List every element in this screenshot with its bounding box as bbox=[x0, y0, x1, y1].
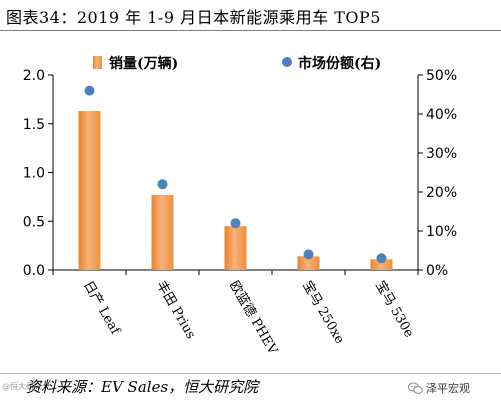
figure-title: 图表34：2019 年 1-9 月日本新能源乘用车 TOP5 bbox=[6, 8, 381, 27]
legend-label-bar: 销量(万辆) bbox=[109, 55, 178, 72]
wechat-icon bbox=[408, 382, 423, 395]
category-label: 日产 Leaf bbox=[80, 279, 123, 339]
chart: 销量(万辆) 市场份额(右) 0.0 0.5 1.0 1.5 2.0 0% 10% 20% 30… bbox=[23, 55, 457, 358]
bar bbox=[224, 226, 247, 270]
category-label: 丰田 Prius bbox=[153, 279, 198, 342]
right-tick-label: 50% bbox=[426, 68, 457, 84]
source-note: 资料来源：EV Sales，恒大研究院 bbox=[26, 378, 259, 396]
category-label: 宝马 250xe bbox=[299, 279, 347, 347]
legend-label-marker: 市场份额(右) bbox=[298, 55, 381, 72]
corner-watermark: @恒大研究 bbox=[2, 382, 42, 391]
right-tick-label: 10% bbox=[426, 224, 457, 240]
footer-divider bbox=[0, 373, 501, 374]
category-labels: 日产 Leaf 丰田 Prius 欧蓝德 PHEV 宝马 250xe 宝马 530e bbox=[80, 279, 416, 358]
category-label: 欧蓝德 PHEV bbox=[226, 279, 280, 358]
left-tick-label: 2.0 bbox=[23, 68, 45, 84]
right-tick-label: 40% bbox=[426, 107, 457, 123]
legend-swatch-marker bbox=[282, 57, 292, 67]
bar bbox=[78, 111, 101, 270]
left-tick-label: 0.0 bbox=[23, 263, 45, 279]
marker-point bbox=[230, 218, 241, 229]
bars bbox=[78, 111, 393, 270]
legend-swatch-bar bbox=[93, 56, 102, 69]
bar bbox=[151, 194, 174, 270]
markers bbox=[84, 85, 387, 264]
marker-point bbox=[303, 249, 314, 260]
bar bbox=[297, 256, 320, 270]
marker-point bbox=[157, 179, 168, 190]
marker-point bbox=[84, 85, 95, 96]
right-tick-label: 20% bbox=[426, 185, 457, 201]
left-tick-label: 1.5 bbox=[23, 117, 45, 133]
bar bbox=[370, 259, 393, 270]
left-tick-label: 1.0 bbox=[23, 166, 45, 182]
right-tick-label: 30% bbox=[426, 146, 457, 162]
title-divider bbox=[0, 30, 501, 31]
axes: 0.0 0.5 1.0 1.5 2.0 0% 10% 20% 30% 40% 50% bbox=[23, 68, 457, 279]
wechat-watermark: 泽平宏观 bbox=[408, 380, 470, 396]
category-label: 宝马 530e bbox=[372, 279, 416, 341]
watermark-text: 泽平宏观 bbox=[426, 382, 470, 395]
left-tick-label: 0.5 bbox=[23, 214, 45, 230]
legend: 销量(万辆) 市场份额(右) bbox=[93, 55, 381, 72]
marker-point bbox=[376, 253, 387, 264]
right-tick-label: 0% bbox=[426, 263, 448, 279]
